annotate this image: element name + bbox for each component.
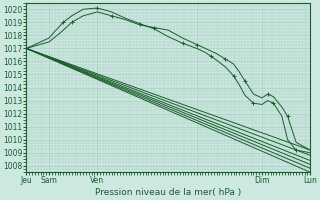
X-axis label: Pression niveau de la mer( hPa ): Pression niveau de la mer( hPa ) <box>95 188 241 197</box>
